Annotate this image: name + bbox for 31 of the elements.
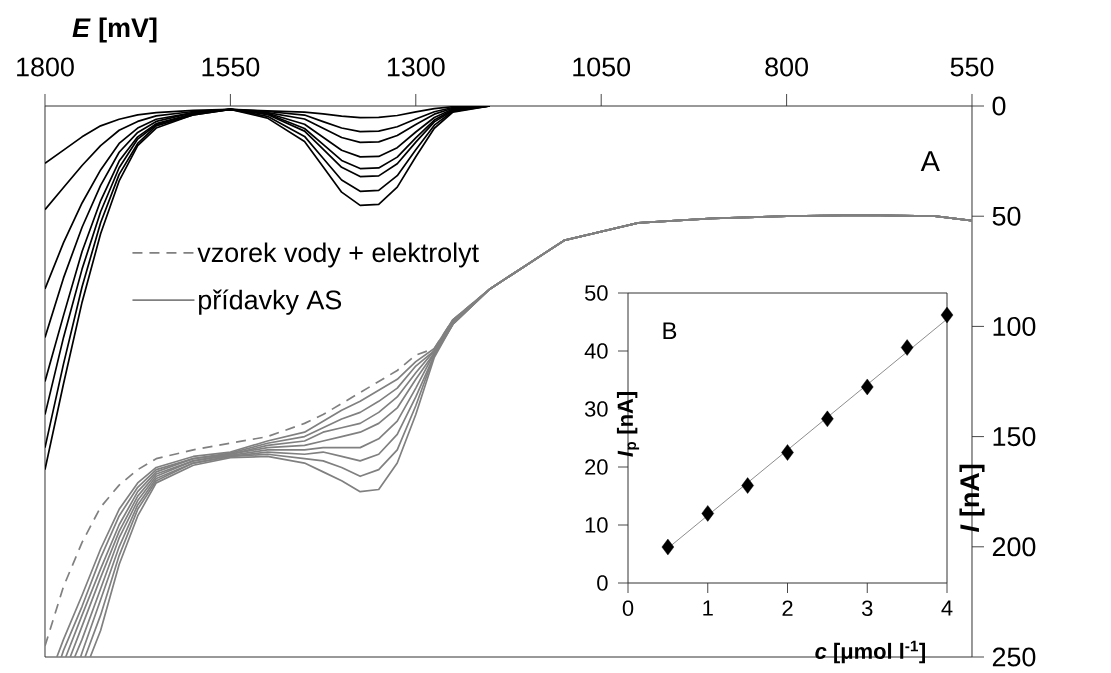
y-tick-label: 10 [585,517,608,533]
x-tick-label: 1050 [573,57,631,77]
x-tick-label: 3 [861,600,873,617]
x-tick-label: 1550 [202,57,260,77]
x-tick-label: 1800 [17,57,74,77]
y-tick-label: 50 [584,285,608,301]
x-axis-title: E [mV] [72,17,157,43]
y-tick-label: 40 [584,343,608,359]
y-tick-label: 30 [584,401,608,417]
y-axis-title: I [nA] [959,464,985,533]
x-tick-label: 2 [782,600,793,616]
annotation: A [920,151,940,172]
y-axis-title: I$_{p}$ [nA] [616,392,640,457]
legend-label: přídavky AS [199,289,342,315]
x-tick-label: 800 [765,57,808,77]
x-tick-label: 1 [703,600,713,616]
x-tick-label: 550 [950,57,994,77]
legend-label: vzorek vody + elektrolyt [197,242,479,268]
y-tick-label: 200 [992,537,1036,557]
annotation: B [663,322,677,339]
x-tick-label: 0 [622,600,634,617]
y-tick-label: 250 [992,647,1036,667]
y-tick-label: 0 [597,575,608,591]
x-tick-label: 1300 [387,57,445,77]
x-tick-label: 4 [941,600,953,616]
x-axis-title: c [μmol l$^{-1}$] [815,640,925,664]
y-tick-label: 0 [992,96,1006,116]
y-tick-label: 150 [993,427,1036,447]
y-tick-label: 100 [993,316,1036,336]
y-tick-label: 20 [585,459,608,475]
y-tick-label: 50 [992,206,1021,226]
